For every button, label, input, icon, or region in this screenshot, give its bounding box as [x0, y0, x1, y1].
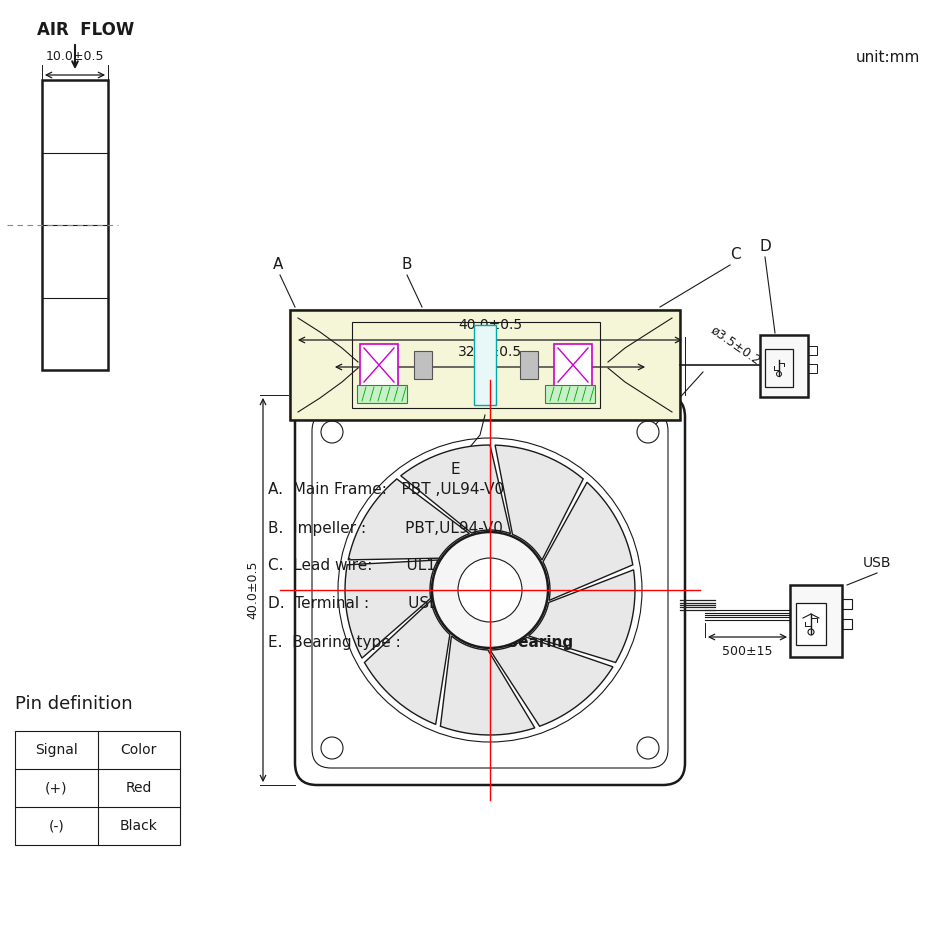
- Bar: [42, 80, 108, 370]
- Text: 40.0±0.5: 40.0±0.5: [458, 318, 522, 332]
- FancyBboxPatch shape: [295, 395, 685, 785]
- Text: C: C: [730, 247, 740, 262]
- Bar: [474, 325, 496, 405]
- Polygon shape: [401, 445, 510, 534]
- Bar: [808, 364, 817, 373]
- Bar: [760, 335, 808, 397]
- Text: 500±15: 500±15: [722, 645, 772, 658]
- Circle shape: [432, 532, 548, 648]
- Bar: [357, 385, 407, 403]
- Text: ø3.5±0.2: ø3.5±0.2: [708, 323, 763, 367]
- Bar: [842, 619, 852, 629]
- Text: AIR  FLOW: AIR FLOW: [37, 21, 134, 39]
- Text: D: D: [759, 239, 770, 254]
- Text: Black: Black: [120, 819, 158, 833]
- Text: C.  Lead wire:       UL1061,AWG#24: C. Lead wire: UL1061,AWG#24: [268, 559, 539, 574]
- Text: Signal: Signal: [35, 743, 78, 757]
- Text: D.  Terminal :        USB: D. Terminal : USB: [268, 597, 440, 612]
- Text: A: A: [273, 257, 283, 272]
- Text: (-): (-): [48, 819, 65, 833]
- Text: Pin definition: Pin definition: [15, 695, 133, 713]
- Text: (+): (+): [45, 781, 67, 795]
- Circle shape: [458, 558, 522, 622]
- Text: 32.0±0.5: 32.0±0.5: [458, 345, 522, 359]
- Text: USB: USB: [863, 556, 891, 570]
- Text: unit:mm: unit:mm: [856, 50, 920, 65]
- Polygon shape: [490, 637, 613, 726]
- Text: B: B: [402, 257, 412, 272]
- Bar: [414, 351, 432, 379]
- Polygon shape: [528, 570, 635, 662]
- Bar: [545, 385, 595, 403]
- Bar: [290, 310, 680, 420]
- Text: Red: Red: [125, 781, 152, 795]
- Text: E.  Bearing type :: E. Bearing type :: [268, 635, 406, 650]
- Bar: [765, 349, 793, 387]
- Bar: [520, 351, 538, 379]
- Bar: [352, 322, 600, 408]
- Polygon shape: [543, 483, 633, 600]
- Text: B.  Impeller :        PBT,UL94-V0: B. Impeller : PBT,UL94-V0: [268, 521, 503, 536]
- Bar: [360, 344, 398, 386]
- Polygon shape: [348, 479, 469, 560]
- Text: A.  Main Frame:   PBT ,UL94-V0: A. Main Frame: PBT ,UL94-V0: [268, 483, 504, 498]
- Bar: [554, 344, 592, 386]
- Text: 40.0±0.5: 40.0±0.5: [246, 560, 259, 619]
- Text: Oil Bearing: Oil Bearing: [478, 635, 573, 650]
- Polygon shape: [441, 636, 535, 735]
- Polygon shape: [365, 600, 450, 725]
- Text: 10.0±0.5: 10.0±0.5: [46, 50, 104, 63]
- Bar: [842, 599, 852, 609]
- Text: Color: Color: [121, 743, 157, 757]
- Bar: [796, 603, 826, 645]
- Polygon shape: [345, 560, 438, 658]
- Bar: [790, 585, 842, 657]
- Bar: [15, 731, 180, 845]
- Text: E: E: [450, 462, 460, 477]
- Bar: [808, 346, 817, 355]
- Polygon shape: [495, 446, 583, 560]
- Bar: [290, 310, 680, 420]
